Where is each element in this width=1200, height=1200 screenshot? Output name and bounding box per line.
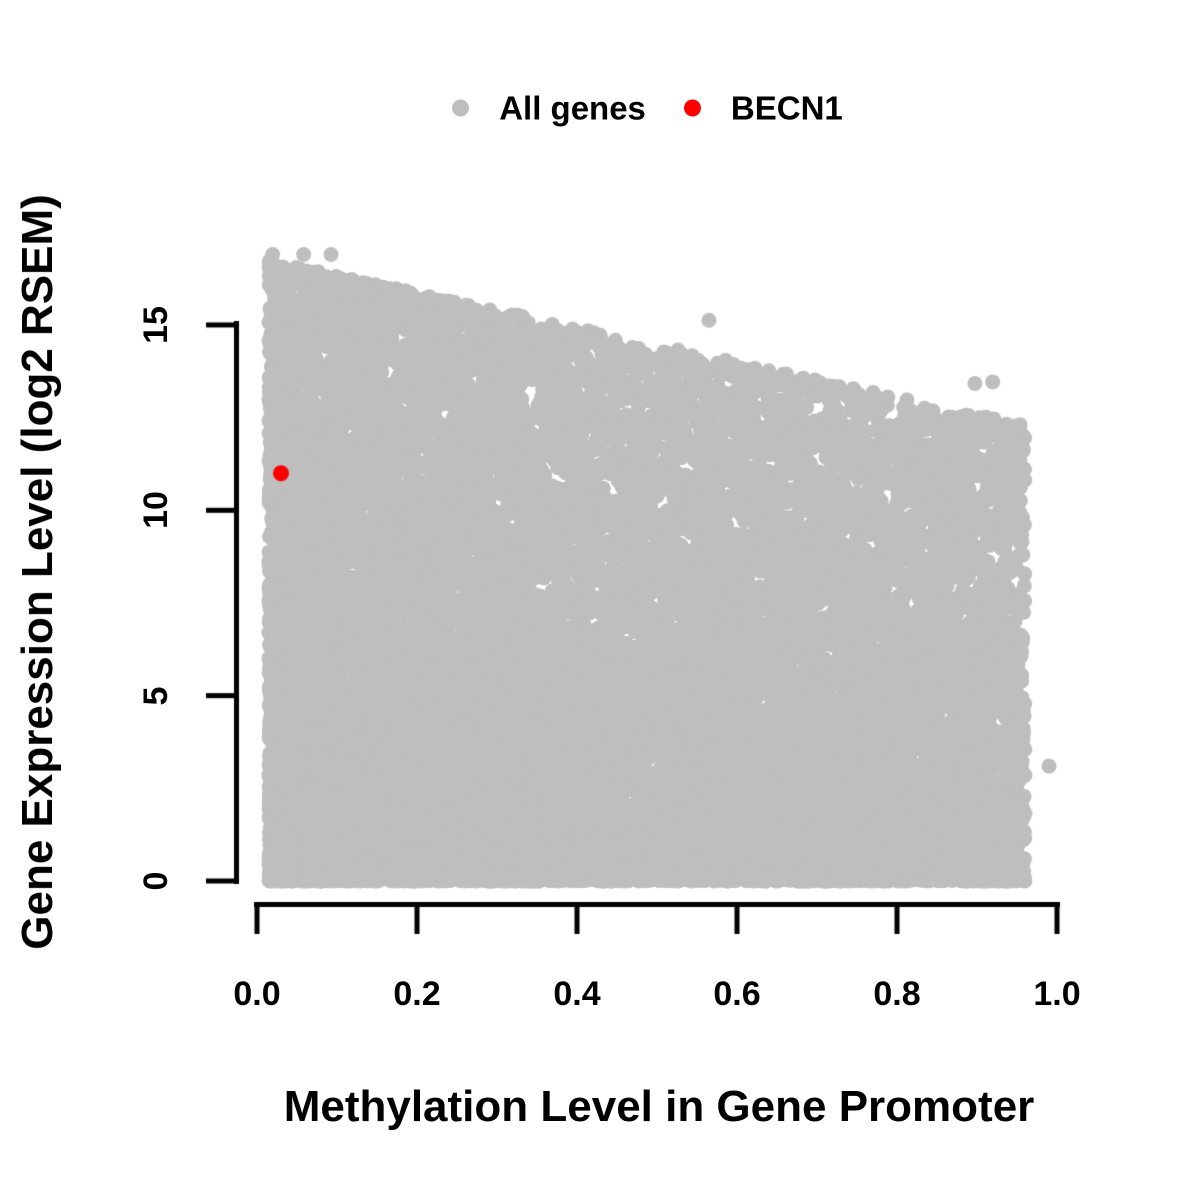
legend-label-becn1: BECN1 (730, 89, 843, 127)
x-axis-title: Methylation Level in Gene Promoter (283, 1082, 1035, 1131)
y-tick-label: 10 (137, 491, 175, 530)
legend: All genes BECN1 (237, 92, 1058, 125)
x-tick-label: 1.0 (1033, 975, 1081, 1013)
legend-item-becn1: BECN1 (683, 89, 843, 127)
y-tick-label: 15 (137, 306, 175, 344)
x-tick-label: 0.0 (233, 975, 281, 1013)
x-tick-label: 0.6 (713, 975, 761, 1013)
all-genes-marker-icon (452, 99, 470, 117)
legend-label-all-genes: All genes (499, 89, 646, 127)
y-tick-label: 0 (137, 871, 175, 891)
x-tick-label: 0.2 (393, 975, 441, 1013)
becn1-marker-icon (683, 99, 701, 117)
x-tick-label: 0.8 (873, 975, 921, 1013)
y-tick-label: 5 (137, 686, 175, 706)
x-tick-label: 0.4 (553, 975, 601, 1013)
y-axis-title: Gene Expression Level (log2 RSEM) (13, 194, 62, 950)
legend-item-all-genes: All genes (452, 92, 646, 125)
